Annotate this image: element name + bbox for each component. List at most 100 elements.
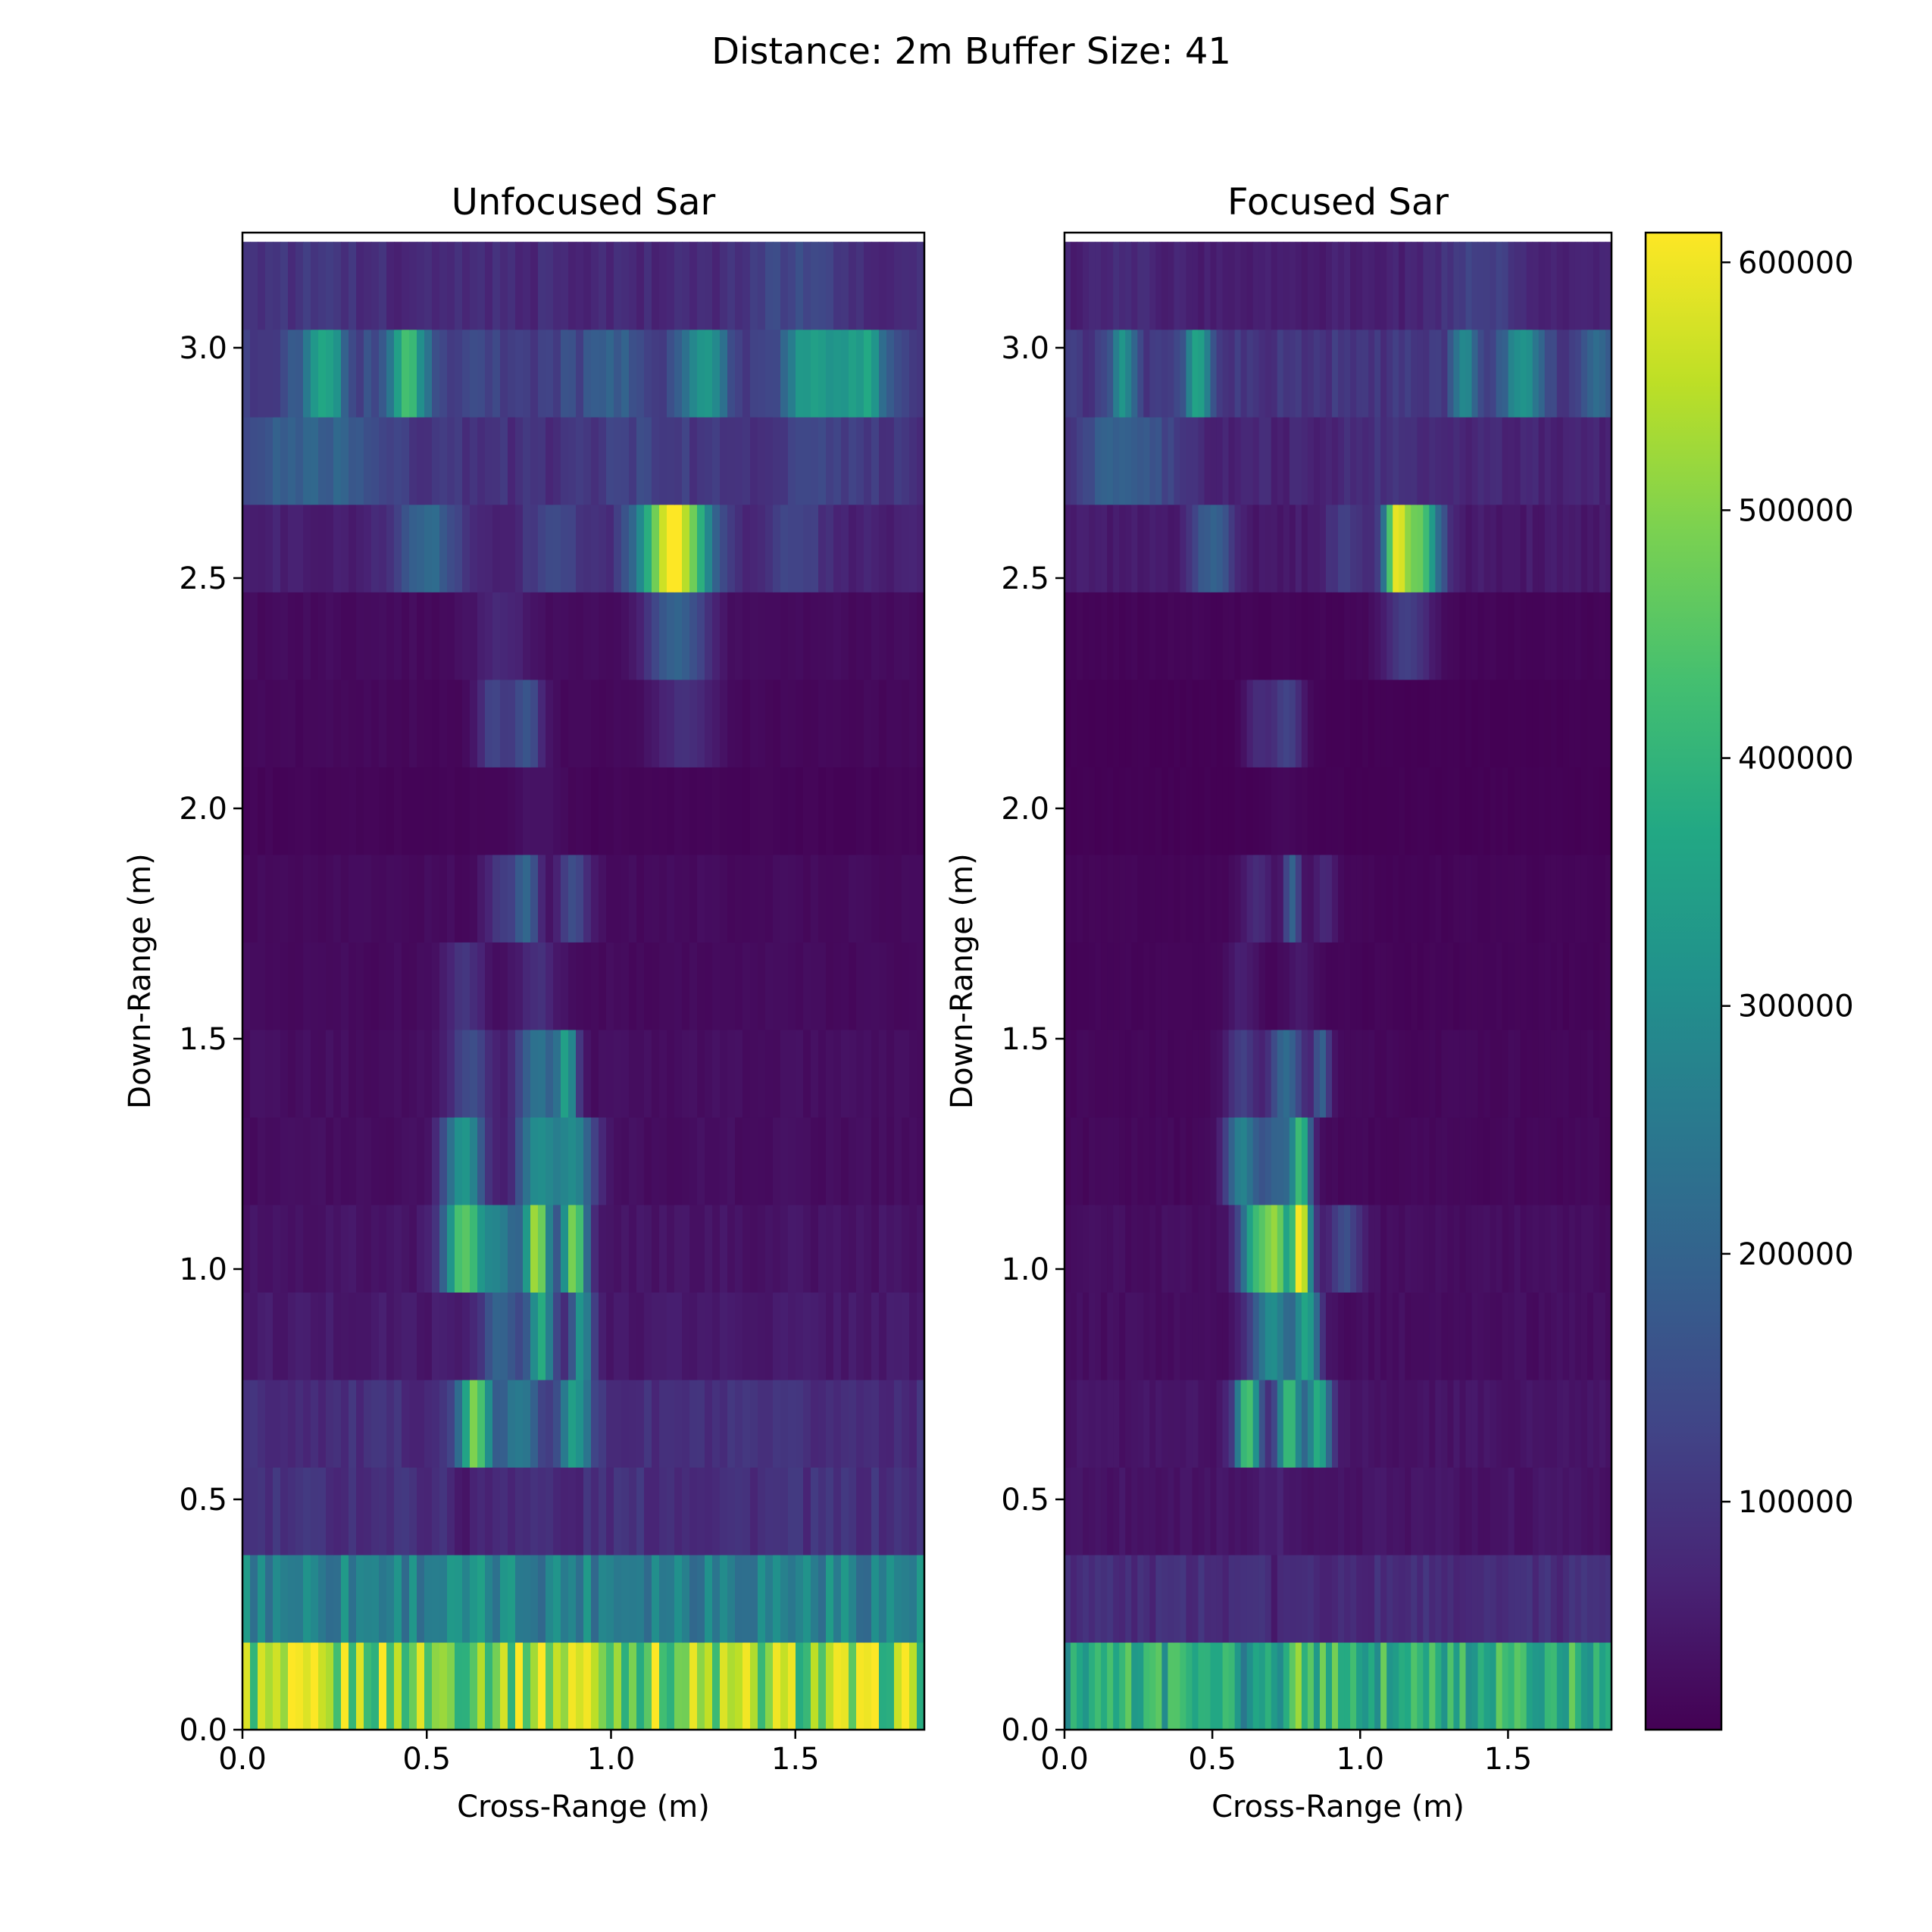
heatmap-cell — [826, 242, 834, 330]
heatmap-cell — [1471, 767, 1479, 855]
heatmap-cell — [553, 1554, 561, 1643]
heatmap-cell — [561, 1029, 569, 1118]
heatmap-cell — [735, 1117, 743, 1205]
heatmap-cell — [1350, 767, 1357, 855]
heatmap-cell — [455, 329, 463, 417]
heatmap-cell — [1155, 242, 1162, 330]
heatmap-cell — [689, 1117, 698, 1205]
heatmap-cell — [788, 854, 796, 943]
heatmap-cell — [871, 504, 880, 592]
heatmap-cell — [856, 1379, 864, 1468]
heatmap-cell — [614, 1292, 622, 1380]
heatmap-cell — [796, 242, 804, 330]
heatmap-cell — [1514, 854, 1521, 943]
heatmap-cell — [796, 679, 804, 767]
heatmap-cell — [1562, 679, 1570, 767]
heatmap-cell — [500, 1379, 508, 1468]
heatmap-cell — [742, 242, 751, 330]
heatmap-cell — [750, 679, 758, 767]
heatmap-cell — [1131, 1554, 1138, 1643]
heatmap-cell — [568, 854, 577, 943]
heatmap-cell — [1083, 1554, 1089, 1643]
heatmap-cell — [553, 592, 561, 680]
heatmap-cell — [1593, 1379, 1600, 1468]
heatmap-cell — [909, 767, 918, 855]
heatmap-cell — [1405, 242, 1411, 330]
heatmap-cell — [515, 1204, 524, 1293]
heatmap-cell — [1356, 854, 1363, 943]
heatmap-cell — [1580, 1204, 1588, 1293]
heatmap-cell — [1405, 854, 1411, 943]
heatmap-cell — [311, 504, 319, 592]
heatmap-cell — [773, 242, 781, 330]
heatmap-cell — [1071, 504, 1077, 592]
heatmap-cell — [1240, 504, 1248, 592]
heatmap-cell — [1538, 329, 1546, 417]
heatmap-cell — [871, 767, 880, 855]
heatmap-cell — [439, 242, 448, 330]
heatmap-cell — [1271, 242, 1278, 330]
heatmap-cell — [1411, 1117, 1418, 1205]
heatmap-cell — [1532, 942, 1540, 1030]
heatmap-cell — [1186, 242, 1193, 330]
heatmap-cell — [1331, 504, 1339, 592]
heatmap-cell — [667, 679, 675, 767]
heatmap-cell — [1344, 417, 1351, 505]
heatmap-cell — [1168, 329, 1174, 417]
heatmap-cell — [280, 329, 289, 417]
heatmap-cell — [1465, 1642, 1473, 1730]
heatmap-cell — [258, 1117, 266, 1205]
heatmap-cell — [546, 592, 554, 680]
y-axis-label: Down-Range (m) — [123, 853, 158, 1108]
heatmap-cell — [523, 854, 531, 943]
heatmap-cell — [1429, 504, 1436, 592]
heatmap-cell — [1216, 592, 1224, 680]
heatmap-cell — [1562, 767, 1570, 855]
heatmap-cell — [1605, 417, 1612, 505]
heatmap-cell — [515, 679, 524, 767]
heatmap-cell — [644, 854, 652, 943]
heatmap-cell — [295, 1029, 304, 1118]
heatmap-cell — [379, 1379, 387, 1468]
heatmap-cell — [258, 1554, 266, 1643]
heatmap-cell — [1137, 767, 1144, 855]
heatmap-cell — [1295, 504, 1302, 592]
heatmap-cell — [1574, 504, 1582, 592]
heatmap-cell — [333, 1642, 342, 1730]
heatmap-cell — [689, 1204, 698, 1293]
heatmap-cell — [1064, 242, 1071, 330]
heatmap-cell — [1380, 504, 1387, 592]
heatmap-cell — [864, 1029, 872, 1118]
heatmap-cell — [1435, 767, 1442, 855]
heatmap-cell — [917, 767, 925, 855]
heatmap-cell — [780, 1554, 789, 1643]
heatmap-cell — [621, 942, 630, 1030]
heatmap-cell — [1071, 1379, 1077, 1468]
heatmap-cell — [1149, 1117, 1156, 1205]
heatmap-cell — [1399, 1554, 1405, 1643]
heatmap-cell — [364, 1554, 372, 1643]
heatmap-cell — [727, 1292, 736, 1380]
heatmap-cell — [1089, 1642, 1096, 1730]
heatmap-cell — [303, 1642, 311, 1730]
heatmap-cell — [1338, 854, 1345, 943]
heatmap-cell — [1319, 1029, 1327, 1118]
heatmap-cell — [864, 1292, 872, 1380]
heatmap-cell — [826, 1642, 834, 1730]
heatmap-cell — [917, 592, 925, 680]
heatmap-cell — [750, 329, 758, 417]
heatmap-cell — [341, 1292, 349, 1380]
heatmap-cell — [1362, 417, 1369, 505]
heatmap-cell — [1210, 504, 1218, 592]
heatmap-cell — [742, 1292, 751, 1380]
heatmap-cell — [780, 1117, 789, 1205]
heatmap-cell — [1587, 679, 1594, 767]
heatmap-cell — [788, 1554, 796, 1643]
heatmap-cell — [311, 242, 319, 330]
heatmap-cell — [1568, 242, 1576, 330]
heatmap-cell — [1496, 767, 1503, 855]
heatmap-cell — [462, 1379, 470, 1468]
heatmap-cell — [333, 329, 342, 417]
heatmap-cell — [1556, 1467, 1564, 1555]
heatmap-cell — [1258, 1642, 1266, 1730]
